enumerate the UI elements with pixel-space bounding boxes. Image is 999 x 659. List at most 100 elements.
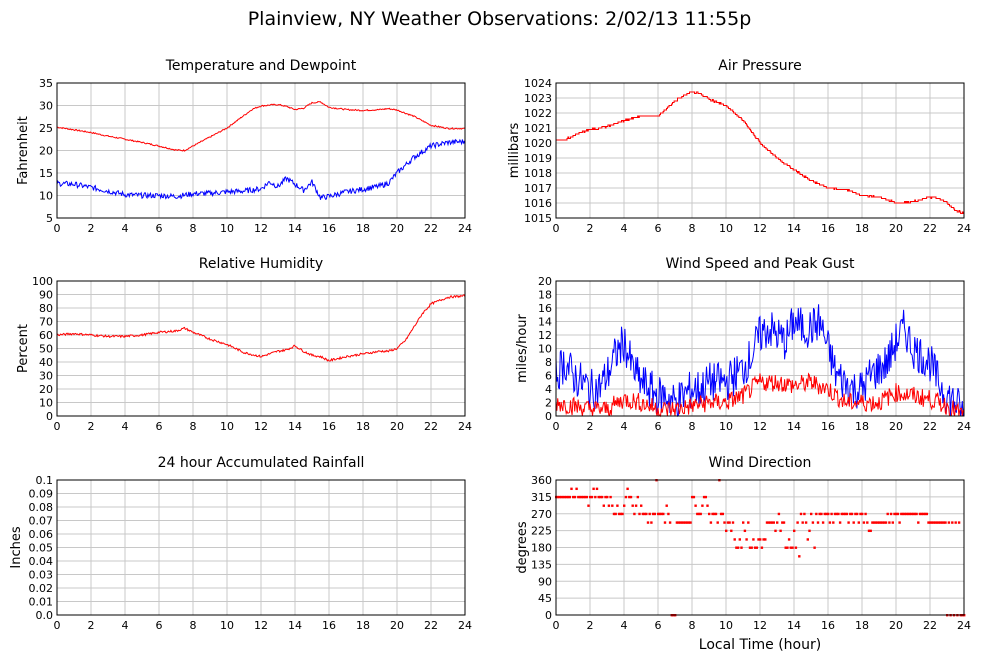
x-tick-label: 8 (190, 420, 197, 433)
scatter-point (764, 538, 767, 541)
x-tick-label: 8 (190, 222, 197, 235)
scatter-point (556, 495, 560, 499)
y-tick-label: 10 (39, 397, 53, 410)
chart-title: 24 hour Accumulated Rainfall (158, 455, 365, 471)
chart-title: Wind Direction (709, 455, 812, 471)
x-tick-label: 0 (553, 420, 560, 433)
scatter-point (748, 546, 752, 549)
x-tick-label: 6 (156, 619, 163, 632)
scatter-point (629, 495, 633, 499)
scatter-point (793, 529, 796, 533)
x-tick-label: 2 (587, 420, 594, 433)
x-tick-label: 16 (322, 420, 336, 433)
scatter-point (689, 521, 692, 524)
x-tick-label: 24 (957, 222, 971, 235)
y-tick-label: 135 (531, 558, 552, 571)
x-tick-label: 8 (689, 222, 696, 235)
x-tick-label: 4 (621, 222, 628, 235)
y-tick-label: 1019 (524, 152, 552, 165)
scatter-point (738, 538, 741, 541)
y-tick-label: 20 (538, 275, 552, 288)
scatter-point (628, 495, 631, 499)
x-tick-label: 2 (587, 619, 594, 632)
y-tick-label: 80 (39, 302, 53, 315)
y-tick-label: 0.04 (29, 555, 54, 568)
scatter-point (580, 495, 583, 499)
x-tick-label: 14 (288, 222, 302, 235)
scatter-point (680, 521, 684, 524)
scatter-point (563, 495, 566, 499)
scatter-point (769, 521, 772, 524)
scatter-point (770, 521, 774, 524)
scatter-point (878, 521, 881, 524)
scatter-point (634, 504, 638, 507)
x-tick-label: 22 (424, 619, 438, 632)
x-tick-label: 4 (621, 420, 628, 433)
scatter-point (592, 487, 595, 491)
scatter-point (835, 512, 838, 516)
x-tick-label: 2 (88, 222, 95, 235)
y-axis-label: Fahrenheit (16, 116, 31, 185)
scatter-point (855, 512, 859, 516)
y-tick-label: 8 (545, 356, 552, 369)
scatter-point (648, 512, 651, 516)
scatter-point (854, 512, 857, 516)
scatter-point (595, 487, 599, 491)
scatter-point (723, 521, 726, 524)
scatter-point (677, 521, 680, 524)
y-tick-label: 70 (39, 316, 53, 329)
scatter-point (923, 512, 927, 516)
y-tick-label: 40 (39, 356, 53, 369)
scatter-point (607, 504, 611, 507)
y-tick-label: 30 (39, 370, 53, 383)
scatter-point (869, 529, 872, 533)
y-tick-label: 0.1 (36, 474, 54, 487)
y-tick-label: 180 (531, 542, 552, 555)
scatter-point (823, 512, 826, 516)
x-tick-label: 24 (458, 619, 472, 632)
chart-wind: 0 2 4 6 8 10 12 14 16 18 20 22 2402468101214161820Wi… (515, 256, 971, 433)
x-tick-label: 24 (957, 420, 971, 433)
scatter-point (640, 504, 643, 507)
plot-frame (56, 280, 466, 417)
chart-humidity: 0 2 4 6 8 10 12 14 16 18 20 22 240102030405060708090… (16, 256, 472, 433)
chart-title: Wind Speed and Peak Gust (666, 256, 855, 272)
scatter-point (750, 546, 753, 549)
scatter-point (578, 495, 582, 499)
scatter-point (585, 495, 588, 499)
scatter-point (784, 546, 787, 549)
scatter-point (821, 521, 825, 524)
x-tick-label: 10 (220, 420, 234, 433)
scatter-point (714, 512, 718, 516)
scatter-point (731, 521, 735, 524)
scatter-point (626, 487, 629, 491)
scatter-point (733, 538, 736, 541)
scatter-point (798, 555, 801, 558)
x-tick-label: 2 (88, 420, 95, 433)
scatter-point (665, 504, 668, 507)
scatter-point (602, 504, 605, 507)
y-tick-label: 0 (545, 609, 552, 622)
scatter-point (638, 512, 641, 516)
scatter-point (886, 512, 889, 516)
y-tick-label: 0.02 (29, 582, 54, 595)
x-tick-label: 10 (719, 619, 733, 632)
y-tick-label: 6 (545, 370, 552, 383)
y-tick-label: 30 (39, 100, 53, 113)
x-tick-label: 20 (390, 619, 404, 632)
x-tick-label: 6 (655, 222, 662, 235)
scatter-point (872, 521, 876, 524)
scatter-point (796, 521, 799, 524)
scatter-point (922, 512, 925, 516)
scatter-point (912, 512, 915, 516)
x-tick-label: 10 (220, 222, 234, 235)
x-tick-label: 14 (288, 420, 302, 433)
x-tick-label: 12 (254, 222, 268, 235)
x-tick-label: 14 (288, 619, 302, 632)
scatter-point (883, 521, 886, 524)
y-tick-label: 50 (39, 343, 53, 356)
scatter-point (657, 512, 660, 516)
scatter-point (577, 495, 580, 499)
scatter-point (736, 546, 740, 549)
scatter-point (898, 521, 901, 524)
